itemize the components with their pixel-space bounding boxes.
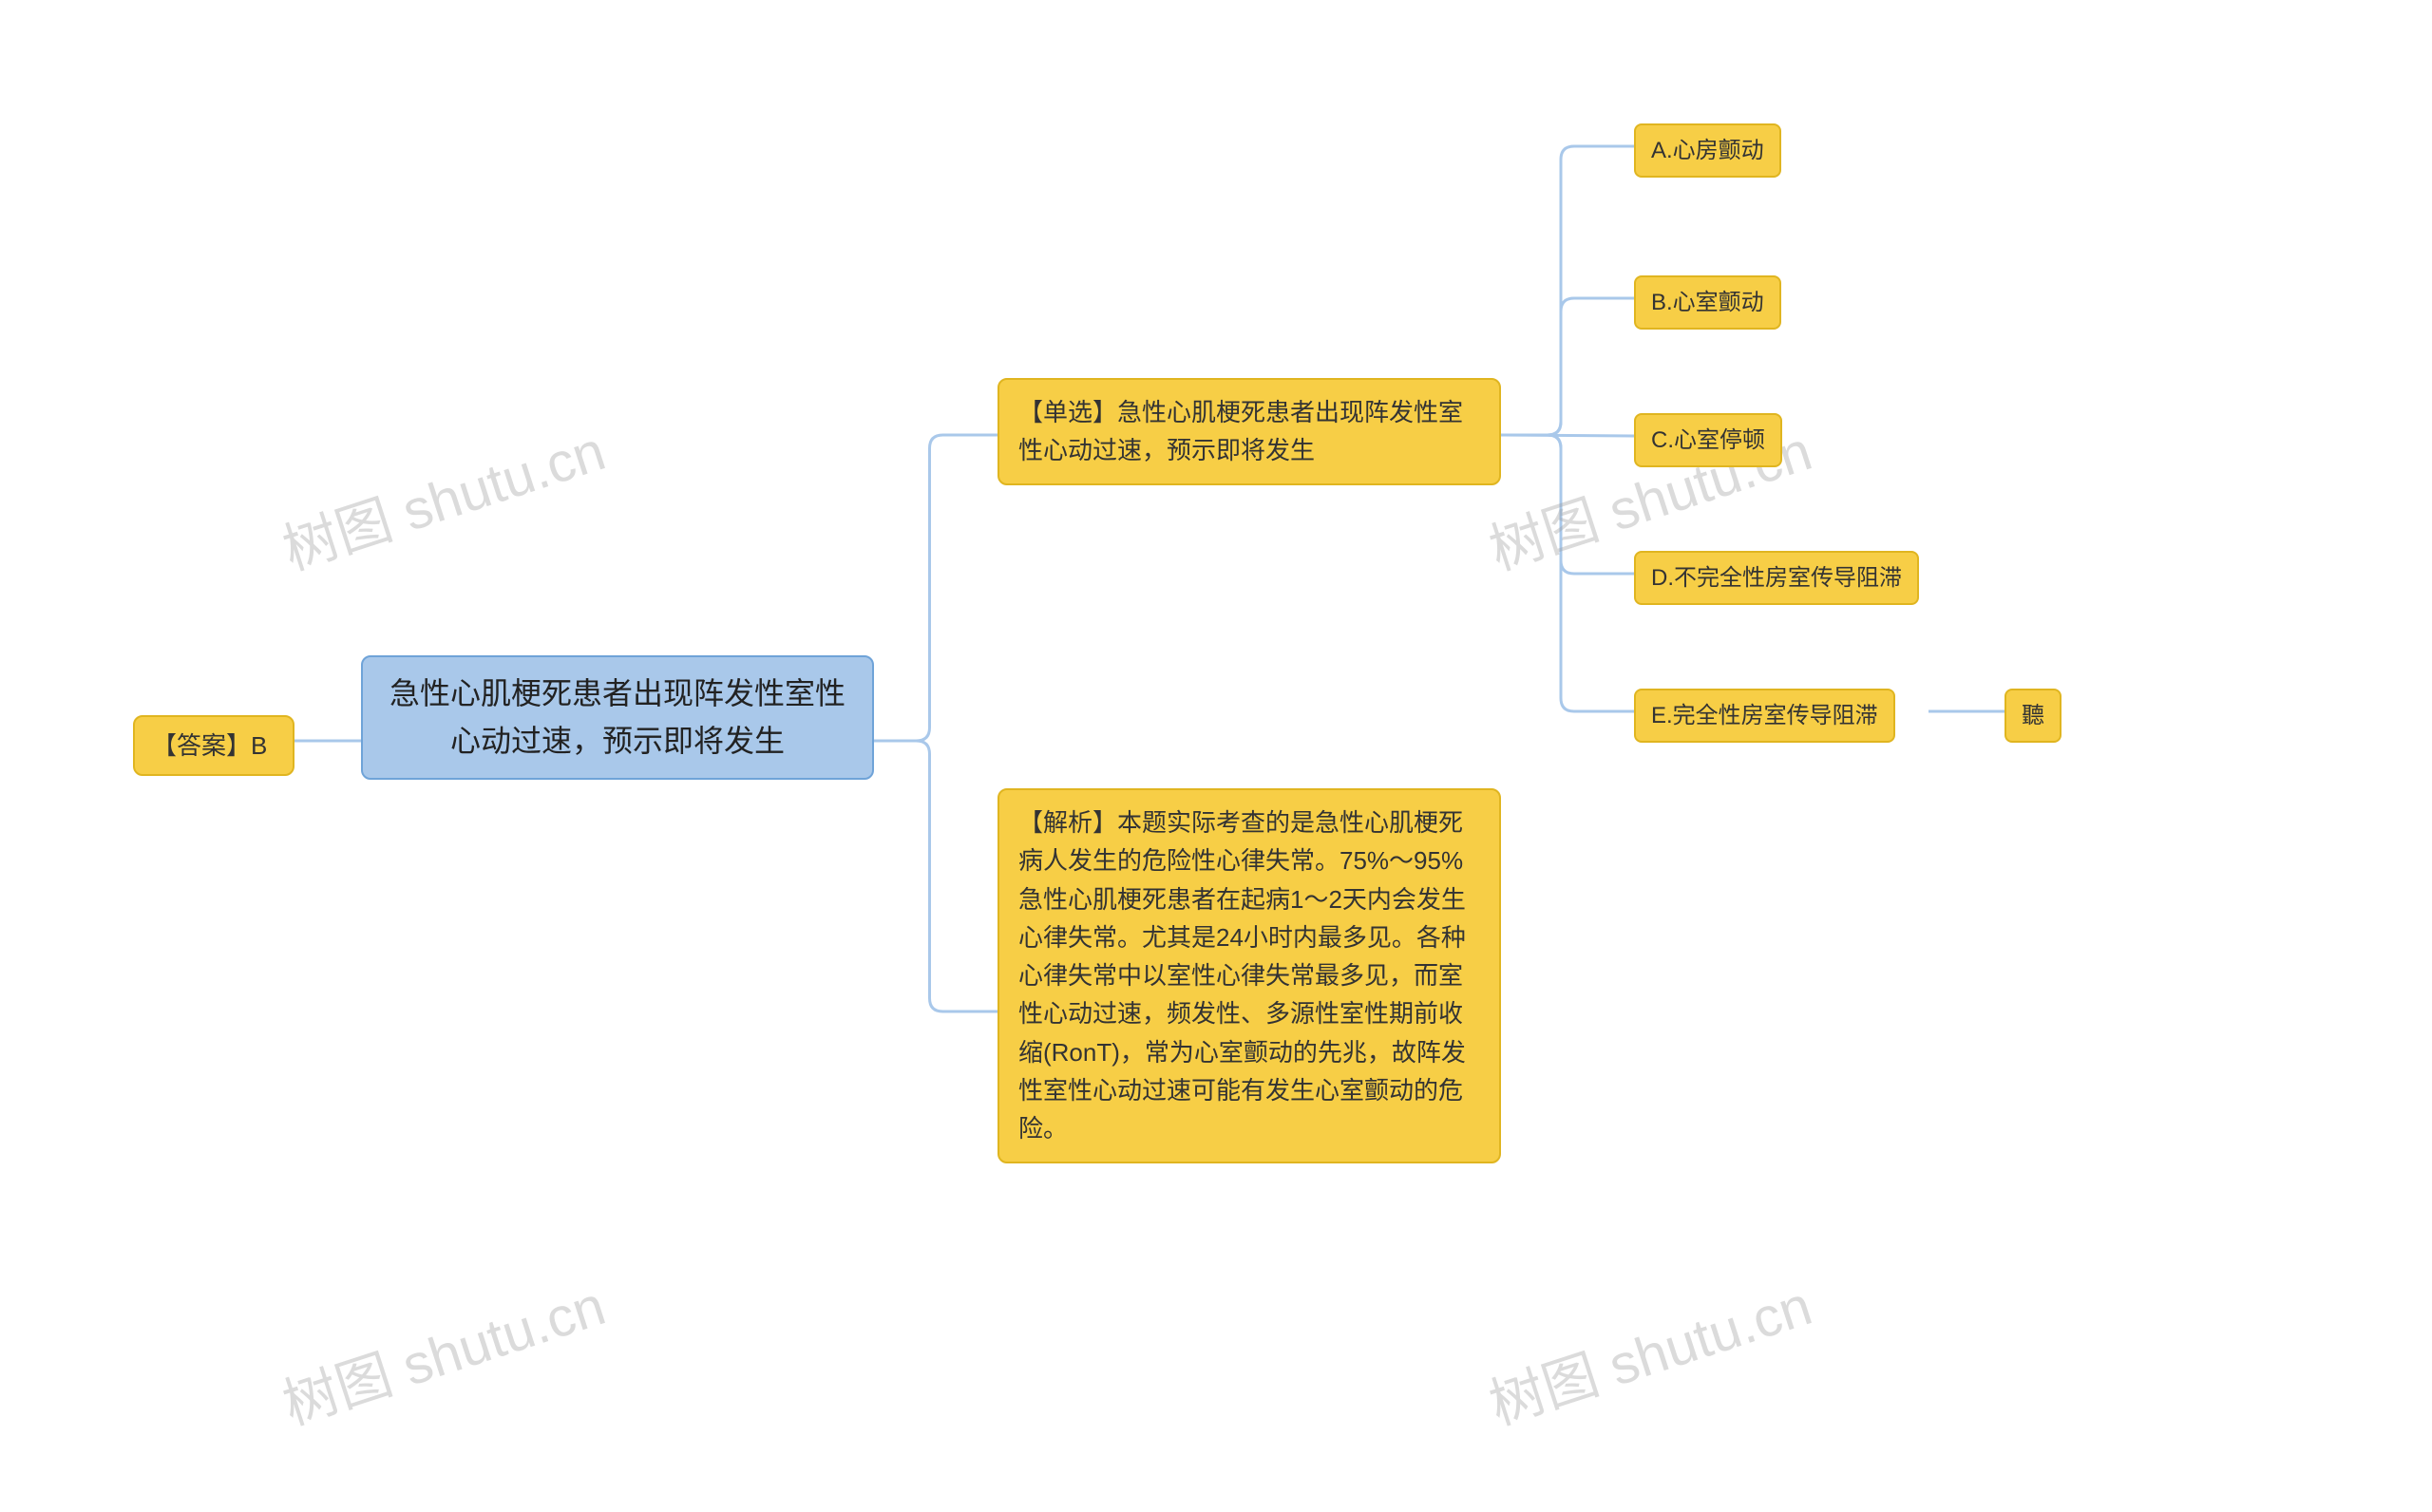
option-b-node: B.心室颤动	[1634, 275, 1781, 330]
explanation-node: 【解析】本题实际考查的是急性心肌梗死病人发生的危险性心律失常。75%～95%急性…	[998, 788, 1501, 1163]
option-a-node: A.心房颤动	[1634, 123, 1781, 178]
root-node: 急性心肌梗死患者出现阵发性室性心动过速，预示即将发生	[361, 655, 874, 780]
option-e-node: E.完全性房室传导阻滞	[1634, 689, 1895, 743]
answer-node: 【答案】B	[133, 715, 294, 776]
option-d-node: D.不完全性房室传导阻滞	[1634, 551, 1919, 605]
leaf-e-node: 聽	[2004, 689, 2062, 743]
option-c-node: C.心室停顿	[1634, 413, 1782, 467]
question-node: 【单选】急性心肌梗死患者出现阵发性室性心动过速，预示即将发生	[998, 378, 1501, 485]
